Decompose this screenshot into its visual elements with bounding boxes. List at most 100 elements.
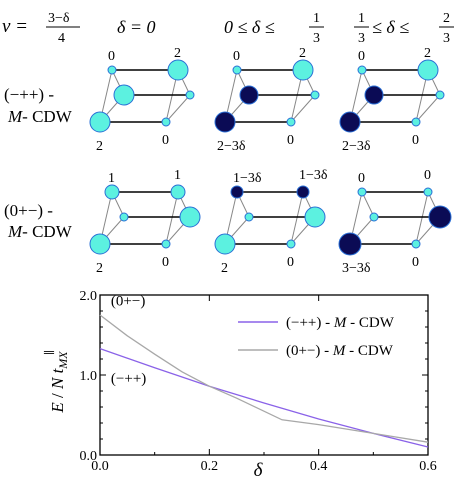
cluster-2: 0 2 2−3δ 0 xyxy=(339,46,445,154)
cluster-label-top-left: 0 xyxy=(358,49,365,64)
cluster-label-bottom-left: 3−3δ xyxy=(342,261,371,276)
cluster-diagonal-bond xyxy=(415,94,441,123)
cluster-label-bottom-left: 2−3δ xyxy=(342,139,371,154)
cluster-site-tl xyxy=(357,65,367,75)
series-line-1 xyxy=(99,314,429,443)
cluster-4: 1−3δ 1−3δ 2 0 xyxy=(214,168,328,276)
cluster-site-tr xyxy=(296,185,310,199)
series xyxy=(99,314,429,448)
svg-text:M- CDW: M- CDW xyxy=(7,222,73,241)
cluster-label-bottom-right: 0 xyxy=(162,255,169,270)
cluster-label-bottom-right: 0 xyxy=(412,255,419,270)
svg-text:3: 3 xyxy=(313,31,320,46)
x-tick-label: 0.4 xyxy=(310,459,328,474)
cluster-label-top-right: 2 xyxy=(299,46,306,61)
cluster-label-top-right: 2 xyxy=(424,46,431,61)
y-tick-label: 0.0 xyxy=(80,449,98,464)
svg-text:(−++) -: (−++) - xyxy=(4,85,54,104)
cluster-label-bottom-right: 0 xyxy=(162,133,169,148)
cluster-site-bl xyxy=(214,233,236,255)
cluster-site-ml xyxy=(364,85,384,105)
y-tick-label: 1.0 xyxy=(80,369,98,384)
cluster-3: 1 1 2 0 xyxy=(89,168,201,276)
annotation-0: (0+−) xyxy=(111,293,145,309)
cluster-site-tl xyxy=(107,65,117,75)
legend-entry-0: (−++) - M - CDW xyxy=(286,315,395,331)
cluster-site-mr xyxy=(428,205,452,229)
cluster-site-tl xyxy=(232,65,242,75)
cluster-site-mr xyxy=(185,90,195,100)
ticks: 0.0 0.2 0.4 0.6 0.0 1.0 2.0 xyxy=(80,289,437,474)
svg-text:1: 1 xyxy=(358,11,365,26)
nu-denominator: 4 xyxy=(58,31,65,46)
cluster-site-bl xyxy=(338,232,362,256)
cluster-site-tr xyxy=(170,184,186,200)
cluster-site-bl xyxy=(214,111,236,133)
cluster-diagonal-bond xyxy=(290,94,316,123)
svg-text:0 ≤ δ ≤: 0 ≤ δ ≤ xyxy=(224,17,275,37)
cluster-site-tr xyxy=(423,187,433,197)
row-label-zpm: (0+−) - M- CDW xyxy=(4,201,73,241)
x-tick-label: 0.6 xyxy=(419,459,437,474)
cluster-label-bottom-left: 2 xyxy=(221,261,228,276)
cluster-label-top-left: 0 xyxy=(233,49,240,64)
cluster-diagonal-bond xyxy=(165,191,179,245)
legend: (−++) - M - CDW (0+−) - M - CDW xyxy=(238,315,395,359)
svg-text:≤ δ ≤: ≤ δ ≤ xyxy=(372,17,409,37)
cluster-site-mr xyxy=(304,206,326,228)
cluster-site-mr xyxy=(435,90,445,100)
cluster-5: 0 0 3−3δ 0 xyxy=(338,168,452,276)
y-tick-label: 2.0 xyxy=(80,289,98,304)
cluster-site-ml xyxy=(239,85,259,105)
cluster-label-top-left: 1 xyxy=(108,171,115,186)
svg-text:E / N tMX: E / N tMX xyxy=(48,351,70,414)
column-header-range-2: 1 3 ≤ δ ≤ 2 3 xyxy=(354,11,454,46)
nu-label: ν = xyxy=(2,16,28,37)
cluster-site-br xyxy=(161,117,171,127)
legend-entry-1: (0+−) - M - CDW xyxy=(286,343,394,359)
cluster-site-tr xyxy=(417,59,439,81)
x-axis-label: δ xyxy=(254,460,264,478)
cluster-site-ml xyxy=(119,212,129,222)
cluster-1: 0 2 2−3δ 0 xyxy=(214,46,320,154)
cluster-site-mr xyxy=(310,90,320,100)
nu-numerator: 3−δ xyxy=(48,11,70,26)
cluster-label-top-left: 0 xyxy=(358,171,365,186)
svg-text:(0+−) -: (0+−) - xyxy=(4,201,53,220)
cluster-label-top-right: 1−3δ xyxy=(299,168,328,183)
cluster-site-ml xyxy=(369,212,379,222)
x-tick-label: 0.2 xyxy=(201,459,219,474)
header: ν = 3−δ 4 δ = 0 0 ≤ δ ≤ 1 3 1 3 ≤ δ ≤ 2 … xyxy=(2,11,454,46)
cluster-0: 0 2 2 0 xyxy=(89,46,195,154)
cdw-clusters: 0 2 2 0 0 2 2−3δ 0 0 2 2−3δ 0 1 1 2 0 1−3δ 1−3δ 2 0 0 0 3−3δ 0 xyxy=(89,46,452,276)
cluster-site-tl xyxy=(104,184,120,200)
cluster-label-top-left: 1−3δ xyxy=(233,171,262,186)
cluster-site-tl xyxy=(357,187,367,197)
x-tick-label: 0.0 xyxy=(91,459,109,474)
cluster-site-br xyxy=(411,117,421,127)
cluster-site-bl xyxy=(89,111,111,133)
cluster-site-br xyxy=(286,239,296,249)
svg-text:3: 3 xyxy=(358,31,365,46)
cluster-site-tl xyxy=(230,185,244,199)
cluster-site-tr xyxy=(167,59,189,81)
svg-text:3: 3 xyxy=(443,31,450,46)
svg-text:2: 2 xyxy=(443,11,450,26)
cluster-site-br xyxy=(286,117,296,127)
svg-text:1: 1 xyxy=(313,11,320,26)
energy-chart: 0.0 0.2 0.4 0.6 0.0 1.0 2.0 (−++) - M - CDW (0+… xyxy=(43,289,437,478)
svg-text:∥: ∥ xyxy=(43,350,56,355)
cluster-diagonal-bond xyxy=(290,191,304,245)
cluster-site-ml xyxy=(113,84,135,106)
cluster-site-ml xyxy=(244,212,254,222)
column-header-range-1: 0 ≤ δ ≤ 1 3 xyxy=(224,11,324,46)
row-label-mpp: (−++) - M- CDW xyxy=(4,85,73,126)
svg-text:M- CDW: M- CDW xyxy=(7,107,73,126)
cluster-site-bl xyxy=(89,233,111,255)
y-axis-label: E / N tMX ∥ xyxy=(43,350,70,414)
cluster-label-bottom-right: 0 xyxy=(287,255,294,270)
cluster-label-bottom-left: 2−3δ xyxy=(217,139,246,154)
cluster-label-top-left: 0 xyxy=(108,49,115,64)
cluster-label-top-right: 1 xyxy=(174,168,181,183)
